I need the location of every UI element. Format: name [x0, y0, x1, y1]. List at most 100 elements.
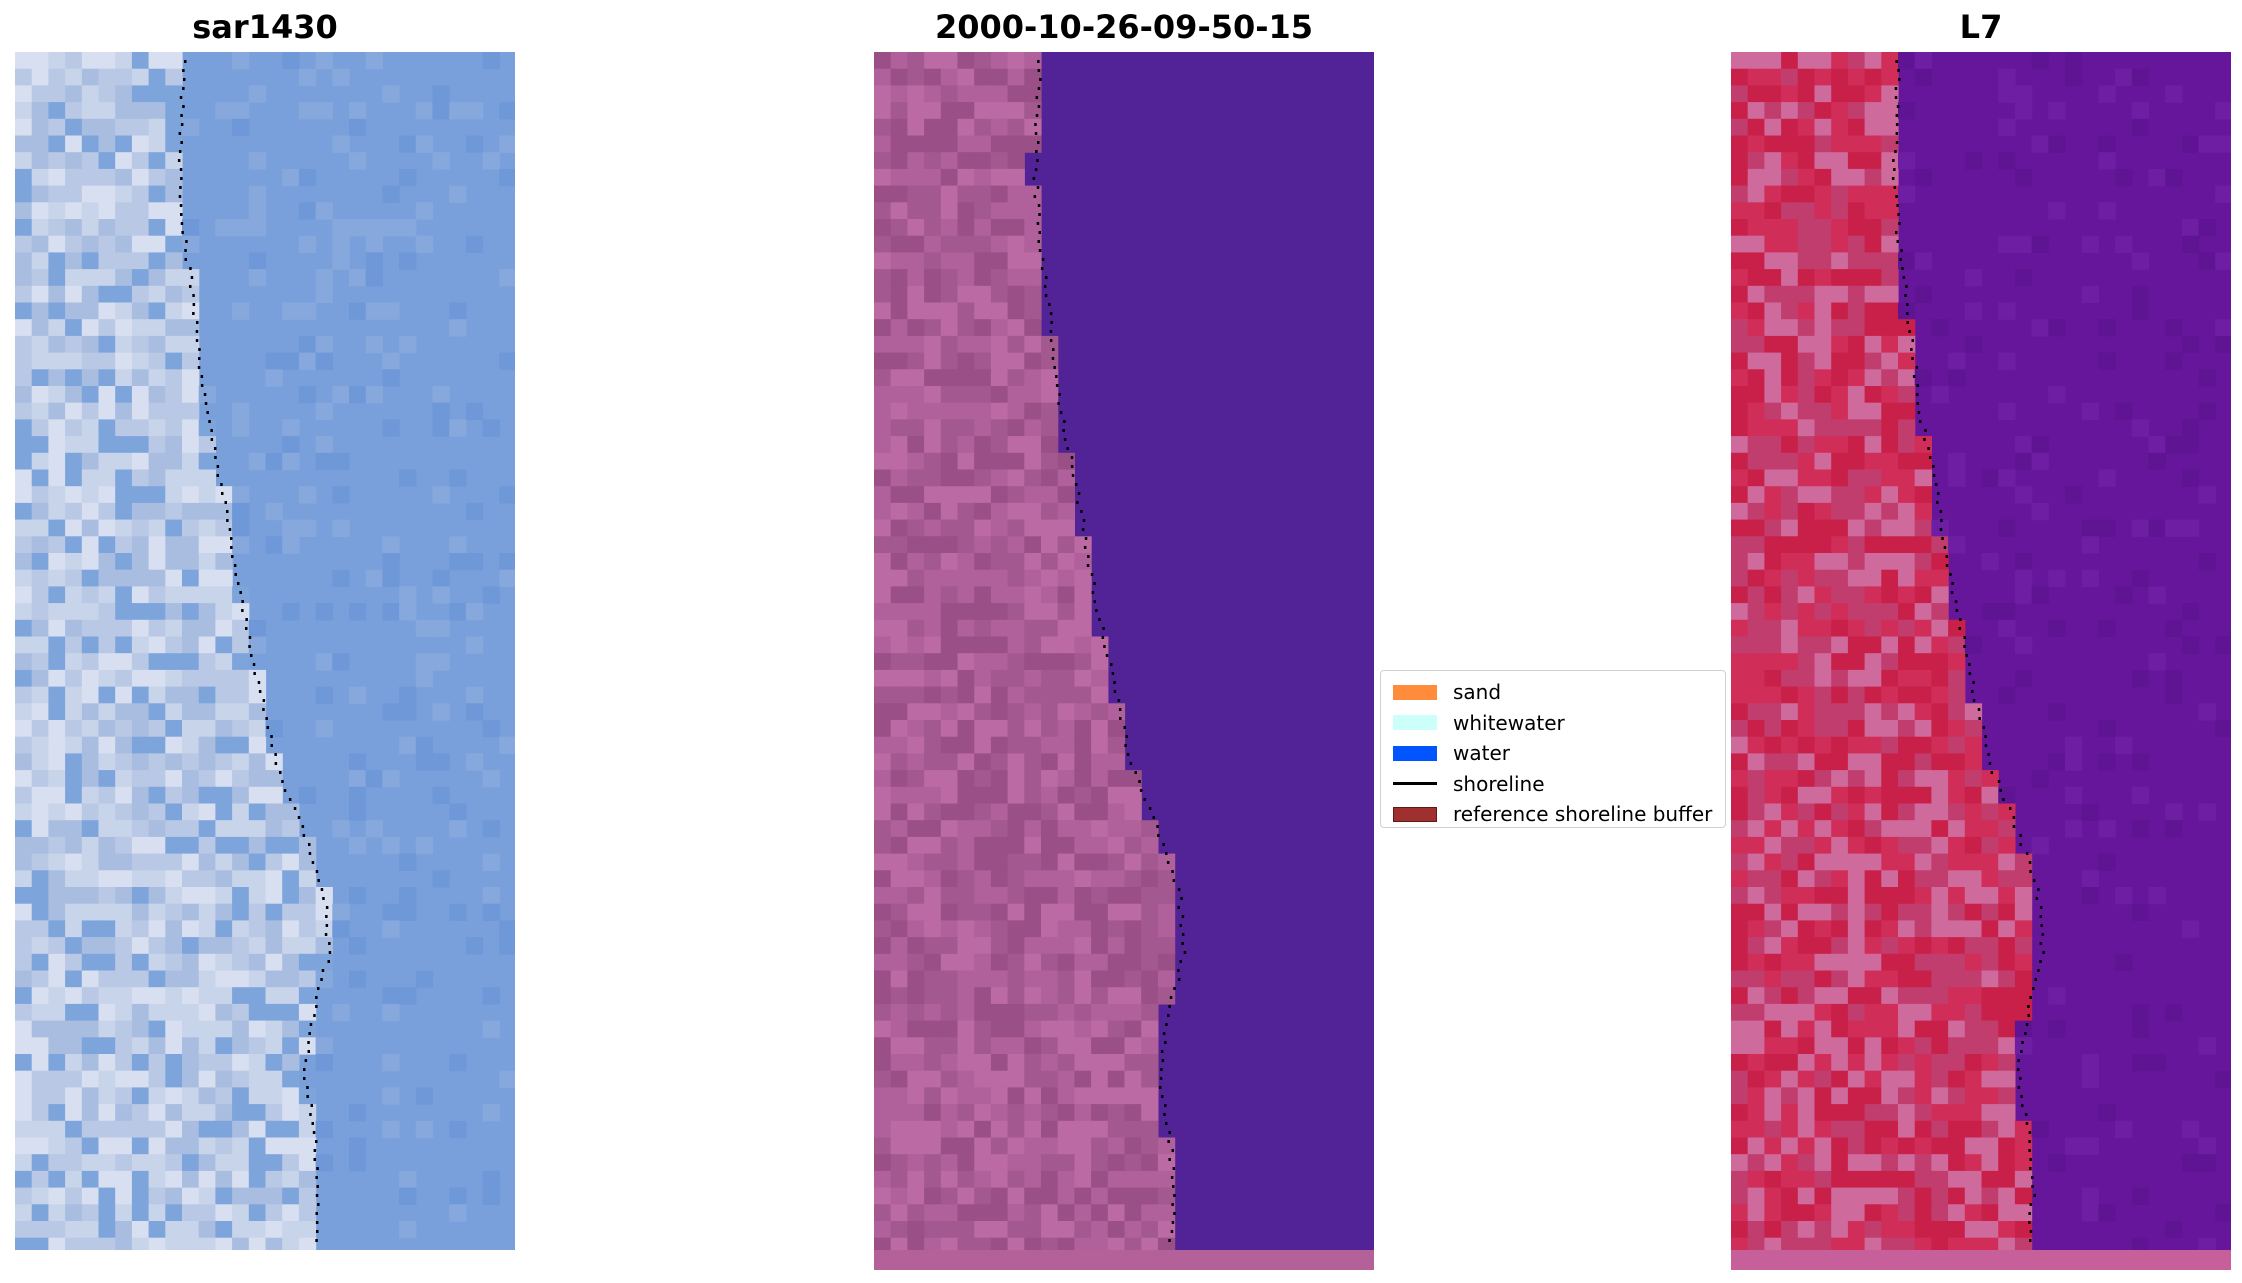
shoreline-point — [1118, 708, 1122, 711]
land-pixel — [31, 920, 49, 938]
land-pixel — [115, 1170, 133, 1189]
shoreline-point — [1932, 465, 1935, 468]
land-pixel — [131, 669, 150, 688]
water-pixel — [2048, 386, 2066, 404]
land-pixel — [1881, 937, 1899, 955]
water-pixel — [2215, 319, 2231, 337]
land-pixel — [1731, 519, 1749, 537]
land-pixel — [990, 302, 1009, 320]
land-pixel — [165, 252, 183, 270]
shoreline-point — [1152, 816, 1155, 819]
land-pixel — [874, 770, 892, 788]
shoreline-point — [297, 816, 301, 819]
land-pixel — [940, 352, 959, 370]
shoreline-point — [1958, 627, 1962, 630]
land-pixel — [1024, 319, 1042, 337]
land-pixel — [115, 285, 133, 304]
land-pixel — [974, 486, 992, 504]
land-pixel — [1898, 319, 1916, 337]
land-pixel — [265, 770, 283, 788]
land-pixel — [1764, 553, 1782, 571]
land-pixel — [1747, 235, 1765, 253]
land-pixel — [940, 970, 959, 988]
water-pixel — [298, 202, 317, 220]
land-pixel — [1881, 1137, 1899, 1155]
land-pixel — [890, 135, 908, 153]
shoreline-point — [283, 789, 287, 792]
land-pixel — [1124, 1070, 1142, 1088]
land-pixel — [1881, 168, 1899, 187]
land-pixel — [1864, 1120, 1882, 1139]
land-pixel — [1024, 419, 1042, 437]
land-pixel — [48, 1120, 66, 1139]
shoreline-point — [315, 1005, 318, 1008]
land-pixel — [957, 1154, 975, 1172]
water-pixel — [499, 269, 515, 287]
land-pixel — [215, 569, 233, 587]
water-pixel — [399, 252, 417, 270]
land-pixel — [48, 803, 66, 821]
land-pixel — [907, 469, 925, 487]
land-pixel — [148, 252, 166, 270]
land-pixel — [924, 118, 942, 137]
land-pixel — [1847, 953, 1866, 972]
land-pixel — [1074, 1170, 1092, 1189]
land-pixel — [198, 937, 216, 955]
land-pixel — [1881, 553, 1899, 571]
land-pixel — [1731, 569, 1749, 587]
land-pixel — [1781, 352, 1799, 370]
land-pixel — [81, 436, 100, 454]
land-pixel — [31, 1054, 49, 1072]
shoreline-point — [1160, 1068, 1163, 1071]
land-pixel — [65, 586, 83, 604]
land-pixel — [131, 335, 150, 354]
land-pixel — [232, 736, 250, 754]
land-pixel — [1781, 1054, 1799, 1072]
land-pixel — [48, 636, 66, 654]
land-pixel — [115, 1104, 133, 1122]
land-pixel — [1864, 619, 1882, 638]
land-pixel — [1914, 853, 1932, 871]
land-pixel — [31, 987, 49, 1005]
land-pixel — [298, 903, 317, 921]
land-pixel — [1797, 302, 1816, 320]
land-pixel — [182, 1154, 200, 1172]
land-pixel — [1898, 770, 1916, 788]
land-pixel — [48, 85, 66, 103]
water-pixel — [399, 1170, 417, 1189]
water-pixel — [399, 335, 417, 354]
land-pixel — [890, 653, 908, 671]
land-pixel — [198, 686, 216, 704]
land-pixel — [1074, 987, 1092, 1005]
water-pixel — [282, 52, 300, 70]
land-pixel — [874, 803, 892, 821]
land-pixel — [1998, 820, 2016, 838]
land-pixel — [1747, 720, 1765, 738]
water-pixel — [349, 269, 367, 287]
land-pixel — [924, 1104, 942, 1122]
land-pixel — [924, 1087, 942, 1105]
water-pixel — [2198, 252, 2216, 270]
land-pixel — [957, 870, 975, 888]
land-pixel — [1881, 386, 1899, 404]
land-pixel — [182, 335, 200, 354]
land-pixel — [874, 269, 892, 287]
land-pixel — [232, 669, 250, 688]
shoreline-point — [179, 204, 183, 207]
land-pixel — [1747, 636, 1765, 654]
land-pixel — [165, 1003, 183, 1022]
land-pixel — [98, 1154, 116, 1172]
shoreline-point — [1049, 312, 1053, 315]
land-pixel — [248, 903, 267, 921]
land-pixel — [1797, 836, 1816, 855]
land-pixel — [298, 853, 317, 871]
land-pixel — [15, 1237, 33, 1250]
land-pixel — [1847, 352, 1866, 370]
land-pixel — [31, 335, 49, 354]
water-pixel — [449, 319, 467, 337]
water-pixel — [1964, 302, 1983, 320]
land-pixel — [957, 118, 975, 137]
land-pixel — [81, 419, 100, 437]
land-pixel — [1981, 1070, 1999, 1088]
land-pixel — [1797, 1054, 1816, 1072]
